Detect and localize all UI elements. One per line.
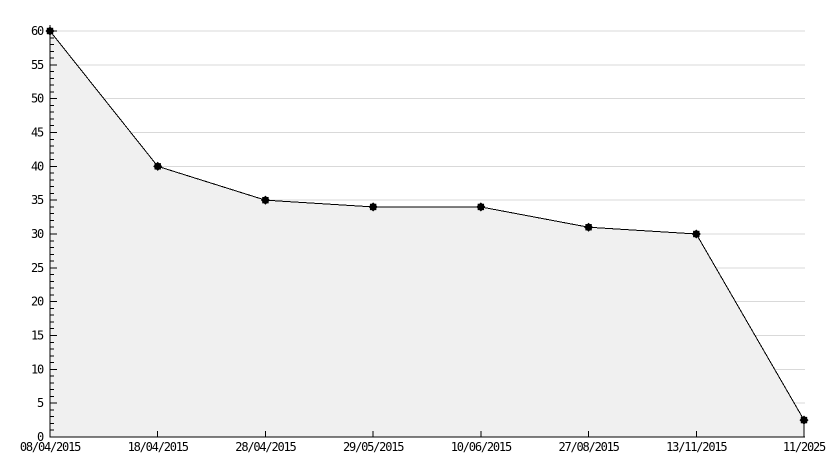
data-point-marker [153, 161, 163, 171]
y-tick-label: 20 [31, 295, 44, 309]
y-tick-label: 50 [31, 92, 44, 106]
y-tick-label: 30 [31, 227, 44, 241]
x-tick-label: 13/11/2015 [666, 440, 727, 454]
x-tick-label: 28/04/2015 [235, 440, 296, 454]
y-tick-label: 40 [31, 159, 44, 173]
x-tick-label: 10/06/2015 [451, 440, 512, 454]
x-tick-label: 27/08/2015 [558, 440, 619, 454]
y-tick-label: 25 [31, 261, 44, 275]
y-tick-label: 45 [31, 126, 44, 140]
x-tick-label: 11/2025 [783, 440, 826, 454]
data-point-marker [368, 202, 378, 212]
y-tick-label: 0 [37, 430, 44, 444]
x-tick-label: 29/05/2015 [343, 440, 404, 454]
y-tick-label: 15 [31, 329, 44, 343]
y-tick-label: 5 [37, 396, 44, 410]
data-point-marker [260, 195, 270, 205]
data-line [49, 30, 805, 421]
y-tick-label: 55 [31, 58, 44, 72]
y-tick-label: 10 [31, 362, 44, 376]
x-tick-label: 18/04/2015 [128, 440, 189, 454]
y-tick-label: 35 [31, 193, 44, 207]
y-tick-label: 60 [31, 24, 44, 38]
x-tick-label: 08/04/2015 [20, 440, 81, 454]
